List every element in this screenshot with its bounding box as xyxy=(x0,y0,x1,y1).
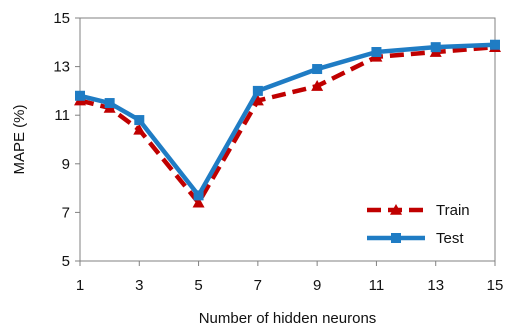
data-point-test xyxy=(430,42,441,53)
x-tick-label: 11 xyxy=(369,277,385,294)
x-axis-ticks: 1 3 5 7 9 11 13 15 xyxy=(76,261,504,294)
x-tick-label: 3 xyxy=(135,277,143,294)
legend-item-test: Test xyxy=(367,230,464,247)
y-axis-ticks: 5 7 9 11 13 15 xyxy=(53,10,80,270)
x-tick-label: 1 xyxy=(76,277,84,294)
x-tick-label: 9 xyxy=(313,277,321,294)
x-tick-label: 15 xyxy=(487,277,504,294)
data-point-test xyxy=(104,98,115,109)
plot-area xyxy=(79,17,496,262)
series-test xyxy=(75,39,500,201)
data-point-test xyxy=(312,64,323,75)
legend: Train Test xyxy=(367,202,470,247)
data-point-test xyxy=(75,90,85,101)
data-point-test xyxy=(252,85,263,96)
y-tick-label: 13 xyxy=(53,59,70,76)
y-tick-label: 15 xyxy=(53,10,70,27)
legend-item-train: Train xyxy=(367,202,470,219)
y-axis-label: MAPE (%) xyxy=(11,104,28,174)
data-point-train xyxy=(251,94,264,106)
x-tick-label: 13 xyxy=(427,277,444,294)
y-tick-label: 11 xyxy=(54,107,70,124)
x-axis-label: Number of hidden neurons xyxy=(199,310,377,327)
y-tick-label: 7 xyxy=(62,204,70,221)
data-point-train xyxy=(311,80,324,91)
data-point-train xyxy=(192,196,205,208)
legend-label: Train xyxy=(436,202,470,219)
y-tick-label: 5 xyxy=(62,253,70,270)
legend-swatch-marker xyxy=(390,204,402,215)
x-tick-label: 5 xyxy=(194,277,202,294)
data-point-test xyxy=(193,190,204,201)
y-tick-label: 9 xyxy=(62,156,70,173)
series-layer xyxy=(74,39,501,208)
plot-frame xyxy=(79,17,496,262)
data-point-test xyxy=(371,47,382,58)
data-point-test xyxy=(134,115,145,126)
x-tick-label: 7 xyxy=(254,277,262,294)
data-point-train xyxy=(133,123,146,135)
legend-swatch-marker xyxy=(391,233,401,243)
legend-label: Test xyxy=(436,230,464,247)
data-point-test xyxy=(490,39,500,50)
